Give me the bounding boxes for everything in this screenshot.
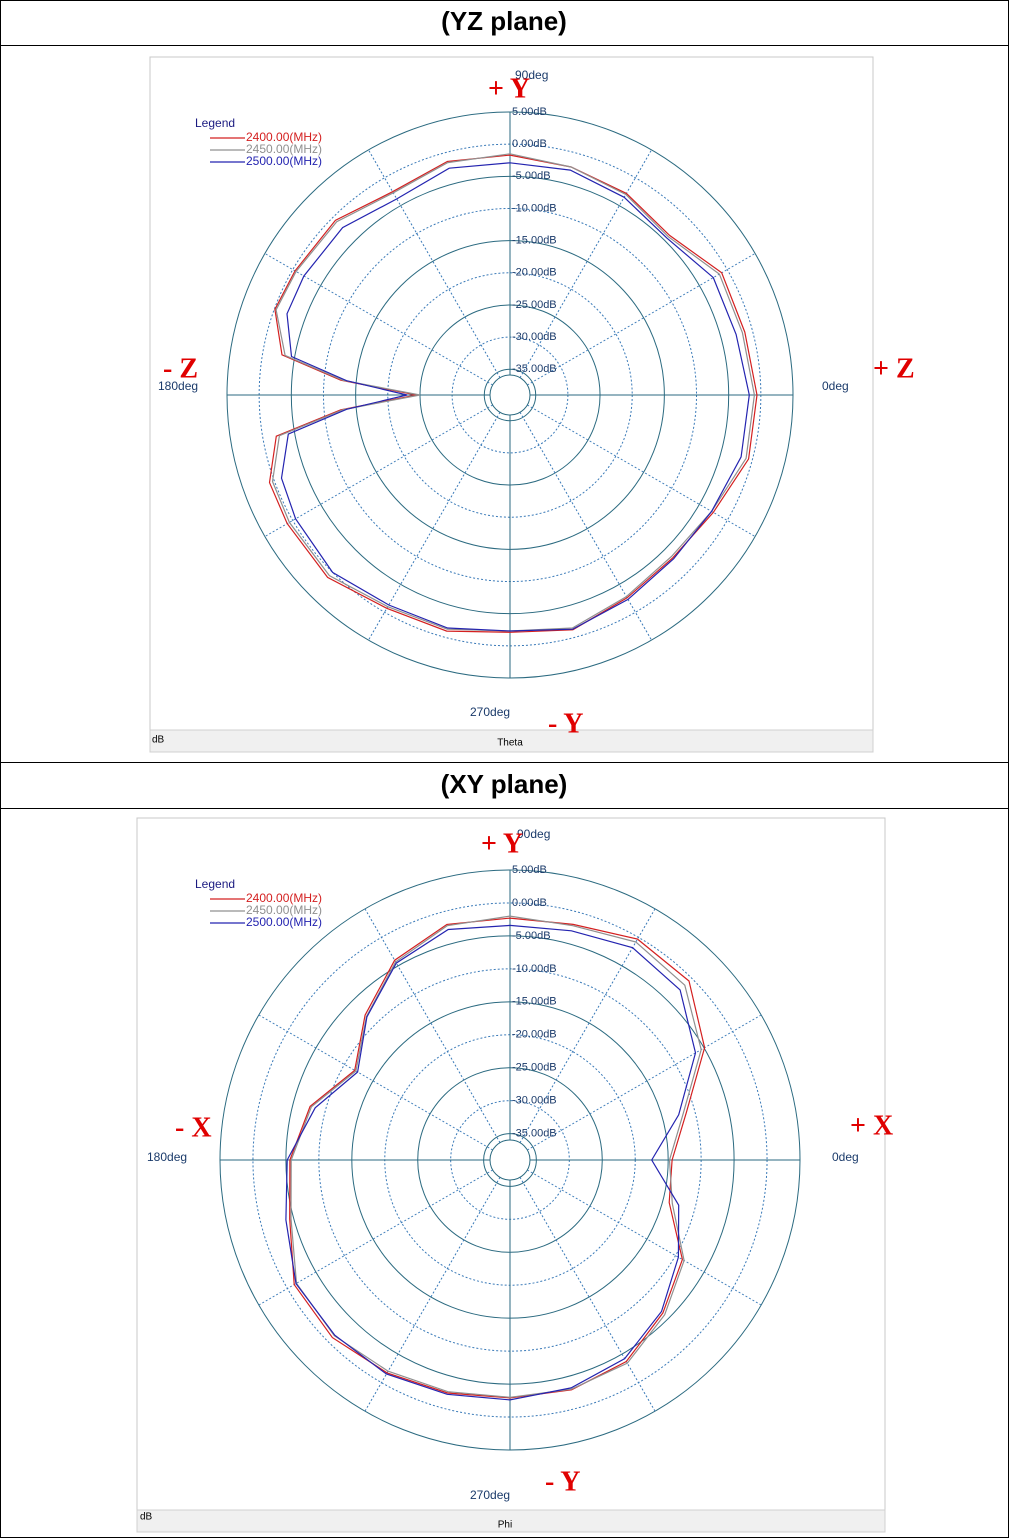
legend-label: 2500.00(MHz) bbox=[246, 915, 322, 929]
r-tick-label: -20.00dB bbox=[512, 1029, 557, 1041]
r-tick-label: 0.00dB bbox=[512, 138, 547, 150]
r-tick-label: -35.00dB bbox=[512, 1128, 557, 1140]
panel-title: (YZ plane) bbox=[441, 6, 567, 36]
r-tick-label: -25.00dB bbox=[512, 1062, 557, 1074]
status-bar bbox=[136, 1509, 886, 1533]
series-line bbox=[271, 153, 756, 632]
axis-annotation: + Y bbox=[488, 73, 530, 104]
legend-title: Legend bbox=[195, 116, 235, 130]
status-bar bbox=[149, 729, 874, 753]
grid-spoke bbox=[509, 394, 756, 537]
legend-label: 2500.00(MHz) bbox=[246, 154, 322, 168]
grid-spoke bbox=[264, 253, 511, 396]
grid-spoke bbox=[368, 394, 511, 641]
r-tick-label: -30.00dB bbox=[512, 1095, 557, 1107]
theta-tick-label: 90deg bbox=[515, 68, 548, 82]
axis-annotation: - X bbox=[175, 1112, 212, 1143]
theta-tick-label: 270deg bbox=[470, 705, 510, 719]
r-axis-label: dB bbox=[140, 1512, 153, 1523]
axis-annotation: + Z bbox=[873, 353, 915, 384]
axis-annotation: + Y bbox=[481, 828, 523, 859]
axis-annotation: + X bbox=[850, 1110, 893, 1141]
axis-annotation: - Y bbox=[548, 708, 584, 739]
grid-spoke bbox=[264, 394, 511, 537]
grid-spoke bbox=[364, 908, 511, 1161]
r-tick-label: -30.00dB bbox=[512, 331, 557, 343]
r-tick-label: -5.00dB bbox=[512, 170, 551, 182]
grid-spoke bbox=[364, 1159, 511, 1412]
grid-spoke bbox=[509, 1014, 762, 1161]
series-line bbox=[285, 924, 697, 1401]
legend-label: 2400.00(MHz) bbox=[246, 891, 322, 905]
theta-tick-label: 270deg bbox=[470, 1488, 510, 1502]
series-line bbox=[280, 162, 750, 632]
x-axis-label: Theta bbox=[497, 738, 523, 749]
panel-title: (XY plane) bbox=[441, 769, 568, 799]
r-tick-label: 5.00dB bbox=[512, 106, 547, 118]
theta-tick-label: 90deg bbox=[517, 827, 550, 841]
theta-tick-label: 180deg bbox=[147, 1150, 187, 1164]
r-tick-label: -15.00dB bbox=[512, 996, 557, 1008]
legend-label: 2450.00(MHz) bbox=[246, 903, 322, 917]
r-tick-label: -15.00dB bbox=[512, 235, 557, 247]
grid-spoke bbox=[509, 1159, 762, 1306]
legend-label: 2450.00(MHz) bbox=[246, 142, 322, 156]
axis-annotation: - Y bbox=[545, 1466, 581, 1497]
grid-spoke bbox=[509, 1159, 656, 1412]
r-tick-label: -25.00dB bbox=[512, 299, 557, 311]
r-tick-label: -20.00dB bbox=[512, 267, 557, 279]
series-line bbox=[289, 917, 706, 1399]
grid-spoke bbox=[258, 1159, 511, 1306]
r-tick-label: -10.00dB bbox=[512, 963, 557, 975]
legend-label: 2400.00(MHz) bbox=[246, 130, 322, 144]
r-tick-label: -10.00dB bbox=[512, 202, 557, 214]
legend-title: Legend bbox=[195, 877, 235, 891]
theta-tick-label: 180deg bbox=[158, 379, 198, 393]
r-axis-label: dB bbox=[152, 735, 165, 746]
r-tick-label: 0.00dB bbox=[512, 897, 547, 909]
grid-spoke bbox=[509, 253, 756, 396]
center-hole bbox=[489, 1139, 531, 1181]
center-hole bbox=[489, 374, 531, 416]
grid-spoke bbox=[258, 1014, 511, 1161]
grid-spoke bbox=[509, 149, 652, 396]
r-tick-label: -35.00dB bbox=[512, 363, 557, 375]
x-axis-label: Phi bbox=[498, 1520, 512, 1531]
grid-spoke bbox=[509, 394, 652, 641]
r-tick-label: 5.00dB bbox=[512, 864, 547, 876]
theta-tick-label: 0deg bbox=[832, 1150, 859, 1164]
r-tick-label: -5.00dB bbox=[512, 930, 551, 942]
axis-annotation: - Z bbox=[163, 353, 198, 384]
theta-tick-label: 0deg bbox=[822, 379, 849, 393]
series-line bbox=[290, 915, 702, 1398]
grid-spoke bbox=[368, 149, 511, 396]
grid-spoke bbox=[509, 908, 656, 1161]
